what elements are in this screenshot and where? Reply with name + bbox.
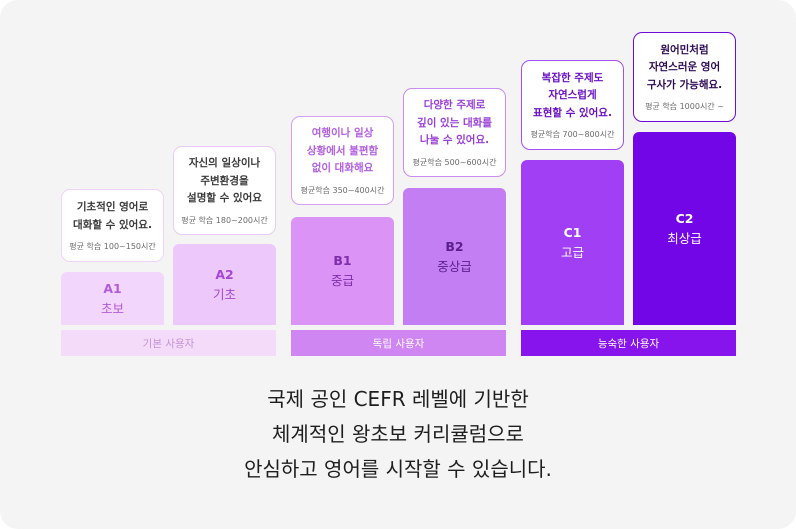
level-c1-name: 고급 bbox=[560, 244, 584, 260]
level-a1-bar: A1 초보 bbox=[61, 272, 164, 325]
level-a1-code: A1 bbox=[103, 280, 122, 296]
caption: 국제 공인 CEFR 레벨에 기반한 체계적인 왕초보 커리큘럼으로 안심하고 … bbox=[0, 382, 796, 487]
level-a2-name: 기초 bbox=[212, 286, 236, 302]
group-proficient-user: 능숙한 사용자 bbox=[521, 330, 736, 356]
group-proficient-user-label: 능숙한 사용자 bbox=[597, 337, 660, 350]
level-c2-hours: 평균 학습 1000시간 ~ bbox=[645, 102, 724, 112]
group-basic-user: 기본 사용자 bbox=[61, 330, 276, 356]
level-c1-description: 복잡한 주제도 자연스럽게 표현할 수 있어요. bbox=[533, 71, 612, 119]
level-b2-code: B2 bbox=[445, 238, 464, 254]
level-c2-description: 원어민처럼 자연스러운 영어 구사가 가능해요. bbox=[646, 43, 723, 91]
level-b2-hours: 평균학습 500~600시간 bbox=[412, 157, 497, 167]
level-c2-name: 최상급 bbox=[667, 230, 702, 246]
level-c1-bar: C1 고급 bbox=[521, 160, 624, 325]
level-b1-bubble: 여행이나 일상 상황에서 불편함 없이 대화해요 평균학습 350~400시간 bbox=[291, 116, 394, 205]
level-a1-description: 기초적인 영어로 대화할 수 있어요. bbox=[73, 201, 152, 231]
caption-line-1: 국제 공인 CEFR 레벨에 기반한 bbox=[267, 387, 529, 411]
level-a1-hours: 평균 학습 100~150시간 bbox=[69, 242, 156, 251]
level-a2-description: 자신의 일상이나 주변환경을 설명할 수 있어요 bbox=[187, 157, 262, 205]
caption-line-3: 안심하고 영어를 시작할 수 있습니다. bbox=[244, 457, 552, 481]
level-a2-bar: A2 기초 bbox=[173, 244, 276, 325]
level-c2-bubble: 원어민처럼 자연스러운 영어 구사가 가능해요. 평균 학습 1000시간 ~ bbox=[633, 32, 736, 122]
level-b1-description: 여행이나 일상 상황에서 불편함 없이 대화해요 bbox=[306, 127, 379, 175]
group-independent-user-label: 독립 사용자 bbox=[372, 337, 425, 350]
level-a2-hours: 평균 학습 180~200시간 bbox=[181, 215, 268, 225]
level-b1-code: B1 bbox=[333, 253, 352, 268]
group-basic-user-label: 기본 사용자 bbox=[142, 337, 195, 350]
level-b1-hours: 평균학습 350~400시간 bbox=[300, 185, 385, 195]
level-a1-name: 초보 bbox=[100, 300, 124, 316]
group-independent-user: 독립 사용자 bbox=[291, 330, 506, 356]
level-b2-bar: B2 중상급 bbox=[403, 188, 506, 325]
level-b1-name: 중급 bbox=[330, 273, 354, 288]
level-a1-bubble: 기초적인 영어로 대화할 수 있어요. 평균 학습 100~150시간 bbox=[61, 189, 164, 262]
level-b2-bubble: 다양한 주제로 깊이 있는 대화를 나눌 수 있어요. 평균학습 500~600… bbox=[403, 88, 506, 177]
caption-line-2: 체계적인 왕초보 커리큘럼으로 bbox=[272, 422, 524, 446]
level-c1-bubble: 복잡한 주제도 자연스럽게 표현할 수 있어요. 평균학습 700~800시간 bbox=[521, 60, 624, 150]
level-a2-bubble: 자신의 일상이나 주변환경을 설명할 수 있어요 평균 학습 180~200시간 bbox=[173, 146, 276, 235]
level-b2-name: 중상급 bbox=[437, 258, 472, 274]
level-c1-hours: 평균학습 700~800시간 bbox=[530, 130, 615, 140]
level-c2-code: C2 bbox=[675, 210, 694, 226]
level-c2-bar: C2 최상급 bbox=[633, 132, 736, 325]
level-a2-code: A2 bbox=[215, 266, 234, 282]
level-b2-description: 다양한 주제로 깊이 있는 대화를 나눌 수 있어요. bbox=[417, 99, 492, 147]
level-c1-code: C1 bbox=[563, 224, 582, 240]
level-b1-bar: B1 중급 bbox=[291, 217, 394, 325]
